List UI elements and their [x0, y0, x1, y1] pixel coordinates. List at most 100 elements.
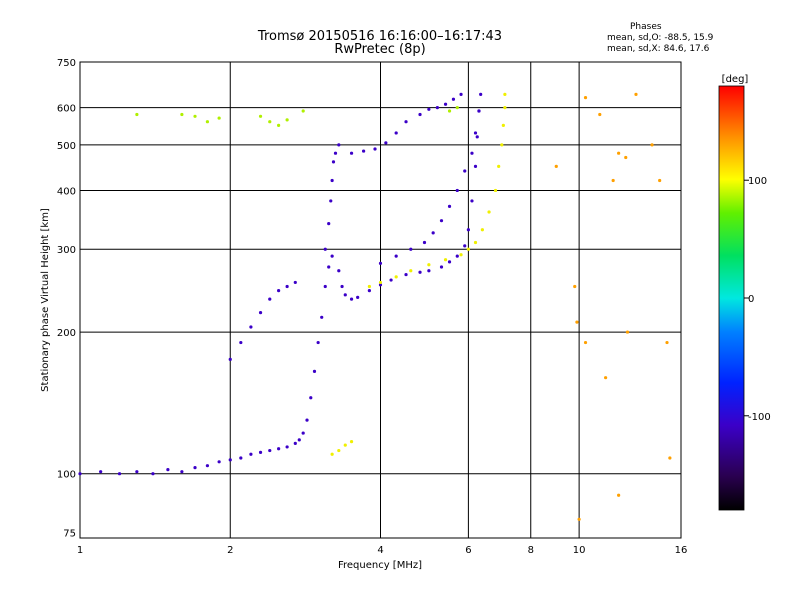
x-tick-label: 16	[675, 545, 688, 556]
data-point	[340, 284, 344, 289]
data-point	[477, 109, 481, 113]
data-point	[617, 493, 621, 497]
grid-lines	[80, 62, 681, 538]
data-point	[316, 340, 320, 345]
data-point	[583, 96, 588, 100]
colorbar-tick-label: -100	[748, 412, 771, 423]
colorbar	[718, 85, 745, 511]
data-point	[135, 112, 139, 117]
data-point	[479, 92, 483, 97]
data-point	[487, 210, 491, 214]
data-point	[577, 517, 581, 521]
data-point	[583, 340, 588, 345]
data-point	[480, 228, 484, 232]
data-point	[117, 472, 122, 476]
data-point	[503, 92, 507, 97]
data-point	[268, 448, 272, 453]
data-point	[431, 231, 435, 235]
data-point	[337, 143, 341, 147]
data-point	[258, 450, 263, 454]
data-points	[78, 92, 672, 521]
data-point	[249, 325, 253, 329]
data-point	[78, 472, 82, 476]
data-point	[151, 472, 155, 476]
data-point	[193, 114, 197, 118]
y-axis-label: Stationary phase Virtual Height [km]	[40, 208, 51, 392]
data-point	[268, 297, 272, 301]
data-point	[389, 278, 393, 282]
data-point	[239, 456, 243, 460]
x-tick-label: 4	[377, 545, 383, 556]
data-point	[501, 123, 505, 127]
data-point	[463, 244, 467, 248]
x-axis-label: Frequency [MHz]	[338, 560, 422, 571]
data-point	[277, 123, 281, 127]
data-point	[312, 369, 317, 373]
data-point	[459, 253, 463, 257]
data-point	[367, 284, 371, 289]
data-point	[439, 265, 444, 269]
data-point	[356, 295, 360, 299]
data-point	[463, 169, 467, 173]
data-point	[349, 440, 354, 444]
colorbar-ticks: 100 0 -100	[744, 176, 771, 423]
data-point	[394, 131, 398, 135]
data-point	[404, 120, 408, 124]
y-tick-label: 750	[57, 58, 76, 69]
data-point	[343, 293, 347, 297]
phases-title: Phases	[630, 22, 662, 32]
data-point	[447, 109, 452, 113]
data-point	[166, 468, 170, 472]
data-point	[650, 143, 654, 147]
data-point	[451, 97, 456, 101]
data-point	[443, 102, 448, 106]
data-point	[268, 120, 272, 124]
data-point	[373, 147, 377, 151]
data-point	[466, 228, 470, 232]
data-point	[239, 340, 243, 345]
data-point	[180, 112, 184, 117]
data-point	[422, 240, 427, 245]
data-point	[309, 396, 313, 400]
data-point	[249, 452, 253, 456]
y-tick-label: 600	[57, 104, 76, 115]
data-point	[394, 275, 398, 279]
data-point	[205, 464, 210, 468]
colorbar-tick-label: 0	[748, 294, 754, 305]
data-point	[665, 340, 669, 345]
data-point	[349, 297, 354, 301]
data-point	[427, 269, 431, 273]
data-point	[330, 452, 334, 456]
data-point	[331, 160, 336, 164]
chart-subtitle: RwPretec (8p)	[334, 42, 426, 57]
data-point	[634, 92, 638, 97]
data-point	[337, 448, 341, 453]
data-point	[466, 247, 470, 251]
data-point	[384, 141, 388, 145]
data-point	[135, 470, 139, 474]
data-point	[301, 109, 305, 113]
x-tick-label: 10	[573, 545, 586, 556]
data-point	[503, 105, 507, 110]
data-point	[497, 164, 501, 168]
data-point	[625, 330, 630, 334]
data-point	[277, 289, 281, 293]
data-point	[470, 199, 474, 203]
data-point	[439, 219, 444, 223]
y-tick-label: 200	[57, 328, 76, 339]
data-point	[327, 222, 331, 226]
data-point	[320, 315, 324, 319]
data-point	[617, 151, 621, 155]
data-point	[285, 445, 289, 449]
data-point	[447, 204, 452, 208]
data-point	[554, 164, 558, 168]
x-tick-label: 8	[528, 545, 534, 556]
data-point	[443, 258, 448, 262]
data-point	[367, 289, 371, 293]
data-point	[493, 188, 498, 193]
data-point	[418, 270, 422, 274]
data-point	[228, 357, 232, 361]
data-point	[394, 254, 398, 258]
data-point	[327, 265, 331, 269]
colorbar-label: [deg]	[722, 74, 749, 85]
